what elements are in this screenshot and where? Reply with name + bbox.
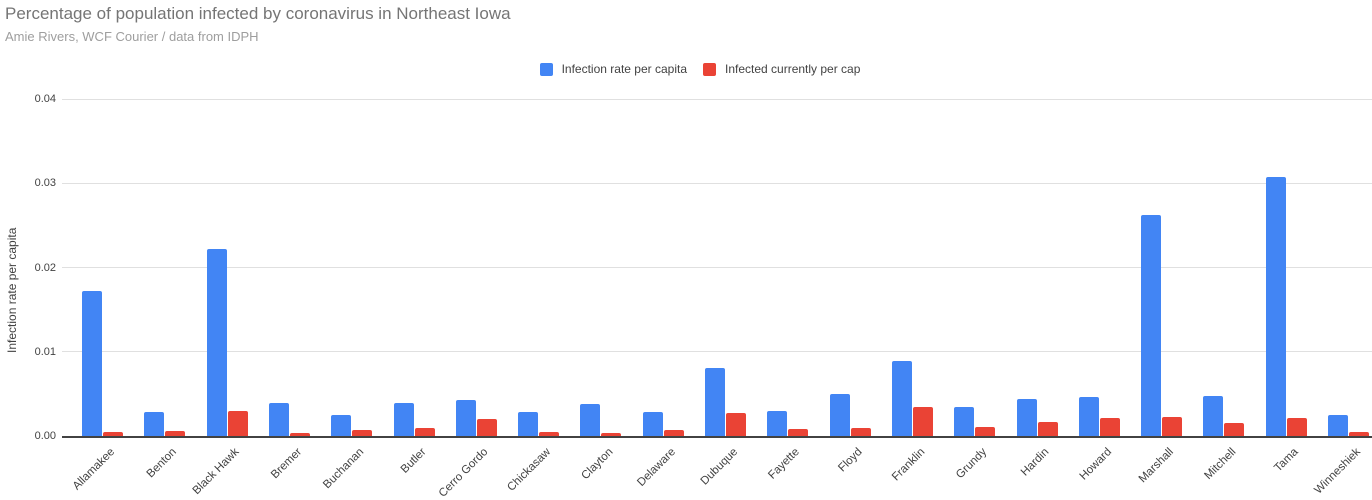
legend-swatch-icon <box>539 62 553 76</box>
y-tick-label: 0.03 <box>34 177 56 190</box>
x-axis-label-cerro-gordo: Cerro Gordo <box>437 446 491 500</box>
legend-label: Infected currently per cap <box>725 62 861 76</box>
legend-swatch-icon <box>703 62 716 76</box>
bar-black-hawk-infected-currently-per-cap[interactable] <box>227 410 248 436</box>
bar-howard-infection-rate-per-capita[interactable] <box>1078 397 1099 436</box>
bar-black-hawk-infection-rate-per-capita[interactable] <box>206 248 227 436</box>
bar-winneshiek-infected-currently-per-cap[interactable] <box>1349 431 1370 436</box>
bar-allamakee-infected-currently-per-cap[interactable] <box>103 431 124 436</box>
bar-hardin-infection-rate-per-capita[interactable] <box>1016 398 1037 436</box>
bar-butler-infected-currently-per-cap[interactable] <box>414 428 435 436</box>
bar-howard-infected-currently-per-cap[interactable] <box>1099 418 1120 436</box>
x-axis-label-black-hawk: Black Hawk <box>190 446 242 497</box>
bar-bremer-infected-currently-per-cap[interactable] <box>289 433 310 436</box>
bar-grundy-infected-currently-per-cap[interactable] <box>975 426 996 436</box>
bar-dubuque-infected-currently-per-cap[interactable] <box>726 413 747 436</box>
x-axis-label-delaware: Delaware <box>634 446 678 489</box>
x-axis-label-franklin: Franklin <box>889 446 927 484</box>
bar-marshall-infection-rate-per-capita[interactable] <box>1141 215 1162 436</box>
legend-label: Infection rate per capita <box>561 62 687 76</box>
gridline <box>62 351 1372 353</box>
gridline <box>62 182 1372 184</box>
bar-fayette-infection-rate-per-capita[interactable] <box>767 410 788 436</box>
x-axis-label-buchanan: Buchanan <box>321 446 367 492</box>
x-axis-label-dubuque: Dubuque <box>698 446 741 488</box>
bar-tama-infected-currently-per-cap[interactable] <box>1286 418 1307 436</box>
gridline <box>62 267 1372 268</box>
x-axis-label-marshall: Marshall <box>1136 446 1177 486</box>
chart-subtitle: Amie Rivers, WCF Courier / data from IDP… <box>5 29 259 44</box>
bar-clayton-infected-currently-per-cap[interactable] <box>601 433 622 436</box>
y-tick-label: 0.02 <box>34 261 56 274</box>
y-tick-label: 0.00 <box>34 430 56 442</box>
bar-benton-infected-currently-per-cap[interactable] <box>165 430 186 436</box>
bar-butler-infection-rate-per-capita[interactable] <box>393 403 414 436</box>
legend-item-infection-rate-per-capita[interactable]: Infection rate per capita <box>539 62 687 76</box>
bar-fayette-infected-currently-per-cap[interactable] <box>788 429 809 436</box>
x-axis-label-butler: Butler <box>398 446 429 476</box>
y-tick-label: 0.01 <box>34 345 56 358</box>
y-tick-label: 0.04 <box>34 93 56 105</box>
bar-buchanan-infection-rate-per-capita[interactable] <box>331 414 352 436</box>
bar-dubuque-infection-rate-per-capita[interactable] <box>705 367 726 436</box>
bar-cerro-gordo-infected-currently-per-cap[interactable] <box>476 419 497 436</box>
x-axis-label-floyd: Floyd <box>836 446 865 475</box>
x-axis-label-mitchell: Mitchell <box>1202 446 1239 483</box>
bar-benton-infection-rate-per-capita[interactable] <box>144 411 165 436</box>
legend: Infection rate per capita Infected curren… <box>14 62 1372 76</box>
x-axis-label-howard: Howard <box>1077 446 1114 483</box>
bar-clayton-infection-rate-per-capita[interactable] <box>580 403 601 436</box>
legend-item-infected-currently-per-cap[interactable]: Infected currently per cap <box>703 62 860 76</box>
x-axis-label-bremer: Bremer <box>268 446 304 482</box>
bar-mitchell-infection-rate-per-capita[interactable] <box>1203 395 1224 436</box>
bar-franklin-infection-rate-per-capita[interactable] <box>891 361 912 436</box>
bar-winneshiek-infection-rate-per-capita[interactable] <box>1328 414 1349 436</box>
x-axis-label-clayton: Clayton <box>579 446 616 483</box>
bar-grundy-infection-rate-per-capita[interactable] <box>954 407 975 436</box>
bar-chickasaw-infection-rate-per-capita[interactable] <box>518 412 539 436</box>
bar-buchanan-infected-currently-per-cap[interactable] <box>352 430 373 436</box>
bar-tama-infection-rate-per-capita[interactable] <box>1265 177 1286 436</box>
bar-franklin-infected-currently-per-cap[interactable] <box>912 406 933 436</box>
bar-floyd-infection-rate-per-capita[interactable] <box>829 393 850 436</box>
x-axis-label-tama: Tama <box>1272 446 1301 475</box>
bar-mitchell-infected-currently-per-cap[interactable] <box>1224 422 1245 436</box>
bar-delaware-infected-currently-per-cap[interactable] <box>663 430 684 436</box>
y-axis-title: Infection rate per capita <box>5 227 19 353</box>
x-axis-label-hardin: Hardin <box>1019 446 1052 479</box>
bar-marshall-infected-currently-per-cap[interactable] <box>1162 416 1183 436</box>
x-axis-label-benton: Benton <box>145 446 180 481</box>
bar-floyd-infected-currently-per-cap[interactable] <box>850 427 871 436</box>
x-axis-label-grundy: Grundy <box>954 446 990 482</box>
x-axis-label-fayette: Fayette <box>766 446 803 482</box>
bar-bremer-infection-rate-per-capita[interactable] <box>268 403 289 436</box>
x-axis-label-chickasaw: Chickasaw <box>505 446 554 494</box>
bar-cerro-gordo-infection-rate-per-capita[interactable] <box>455 399 476 436</box>
x-axis-label-allamakee: Allamakee <box>70 446 118 493</box>
gridline <box>62 98 1372 100</box>
bar-allamakee-infection-rate-per-capita[interactable] <box>82 291 103 436</box>
bar-chickasaw-infected-currently-per-cap[interactable] <box>539 431 560 436</box>
x-axis-label-winneshiek: Winneshiek <box>1312 446 1364 497</box>
bar-hardin-infected-currently-per-cap[interactable] <box>1037 421 1058 436</box>
x-axis-baseline <box>62 436 1372 438</box>
chart-title: Percentage of population infected by cor… <box>5 4 511 23</box>
bar-delaware-infection-rate-per-capita[interactable] <box>642 411 663 436</box>
